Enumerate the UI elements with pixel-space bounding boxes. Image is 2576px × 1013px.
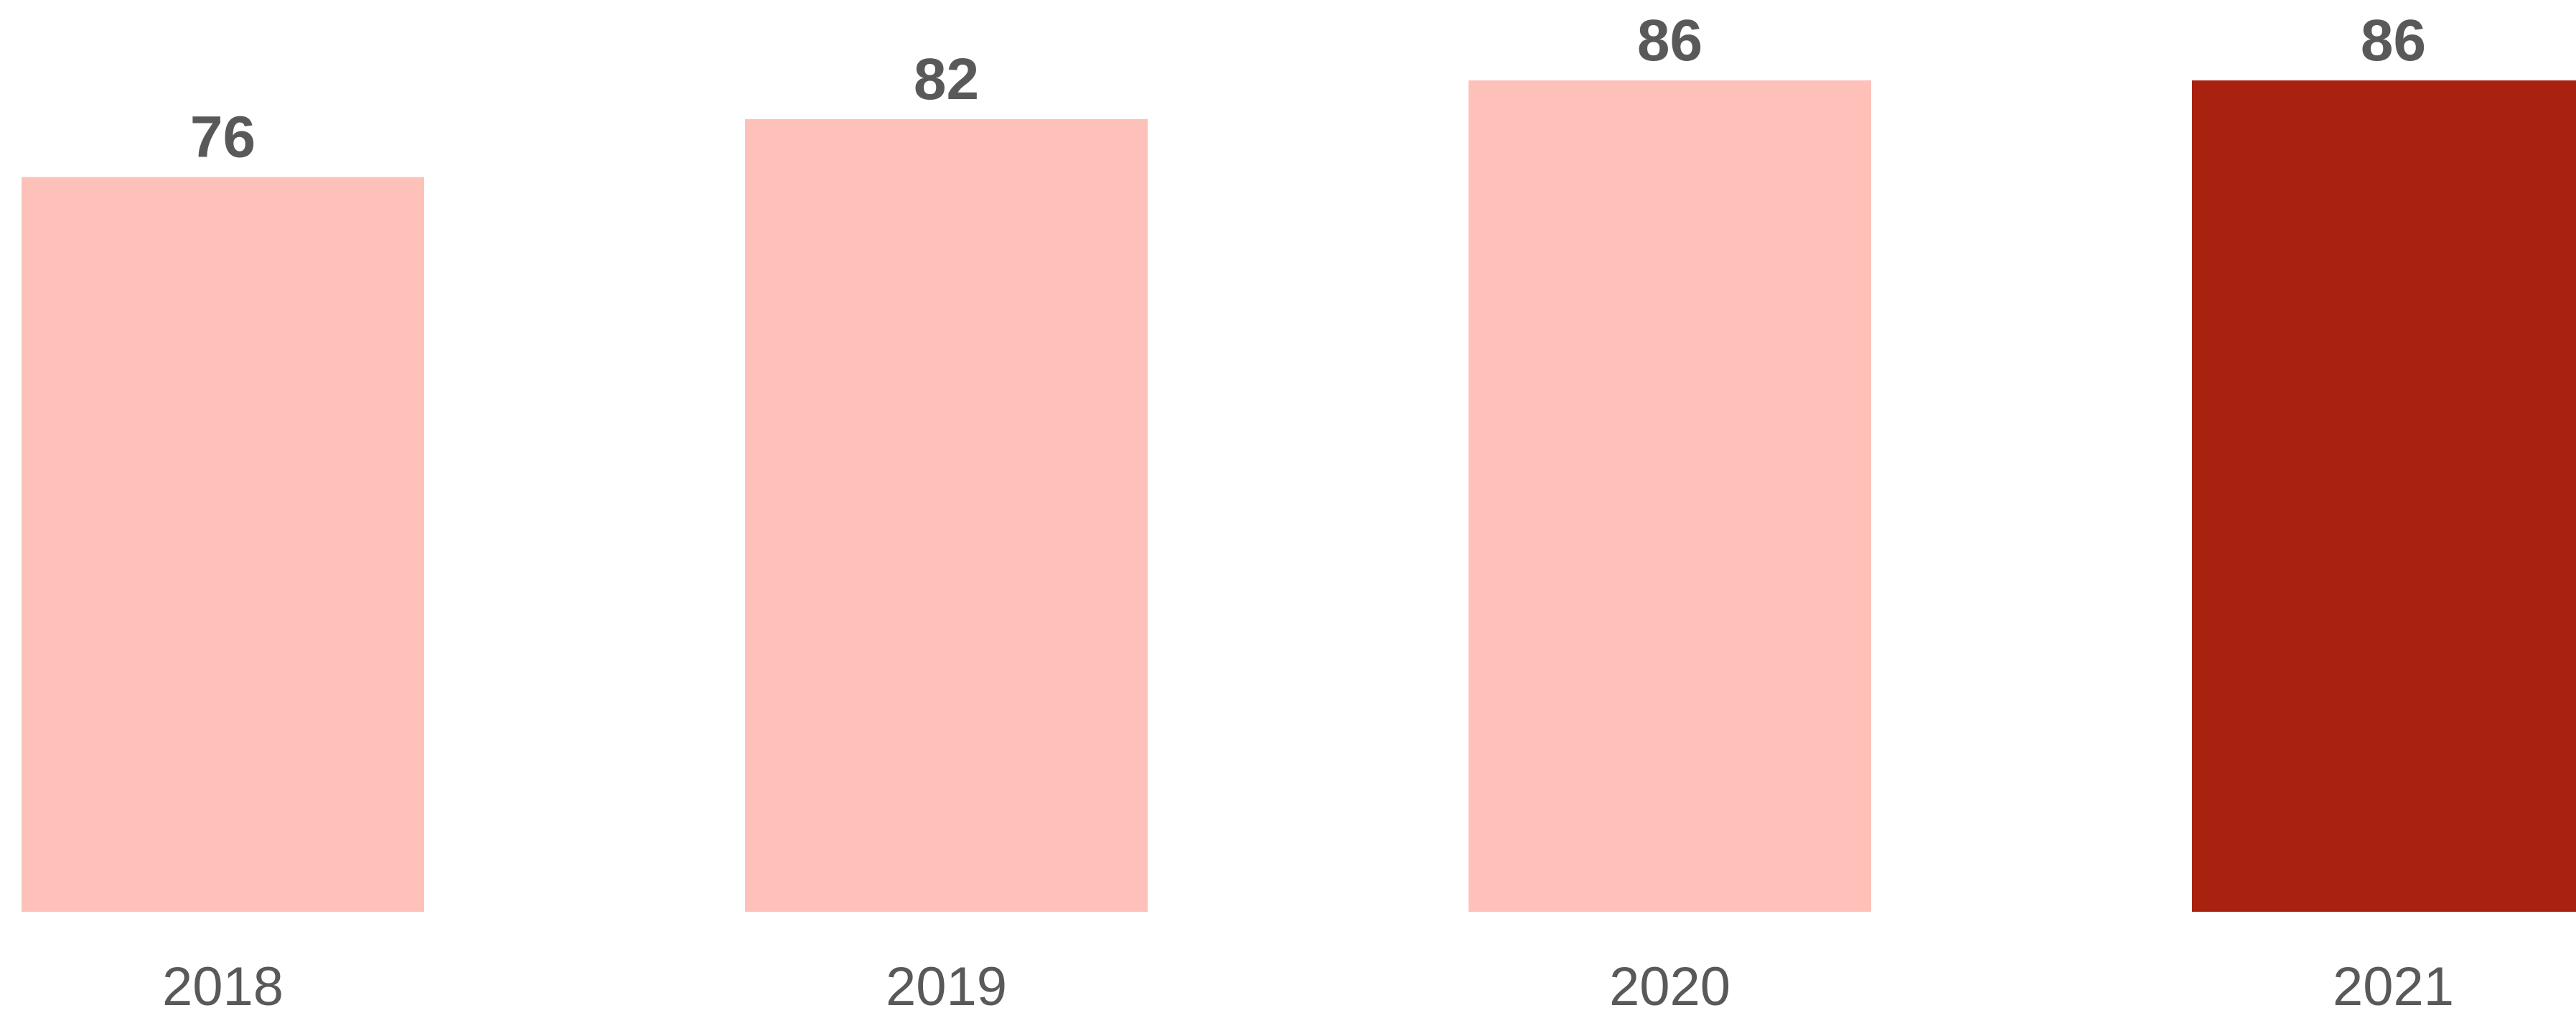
bar (2192, 80, 2576, 912)
bar (22, 177, 424, 912)
value-label: 86 (2361, 8, 2426, 73)
value-label: 76 (190, 105, 256, 170)
bar (1469, 80, 1871, 912)
x-tick-label: 2021 (2333, 956, 2454, 1013)
value-label: 86 (1637, 8, 1702, 73)
x-tick-label: 2020 (1609, 956, 1730, 1013)
bar (745, 118, 1148, 912)
value-label: 82 (914, 47, 979, 112)
x-tick-label: 2018 (162, 956, 284, 1013)
x-tick-label: 2019 (886, 956, 1007, 1013)
